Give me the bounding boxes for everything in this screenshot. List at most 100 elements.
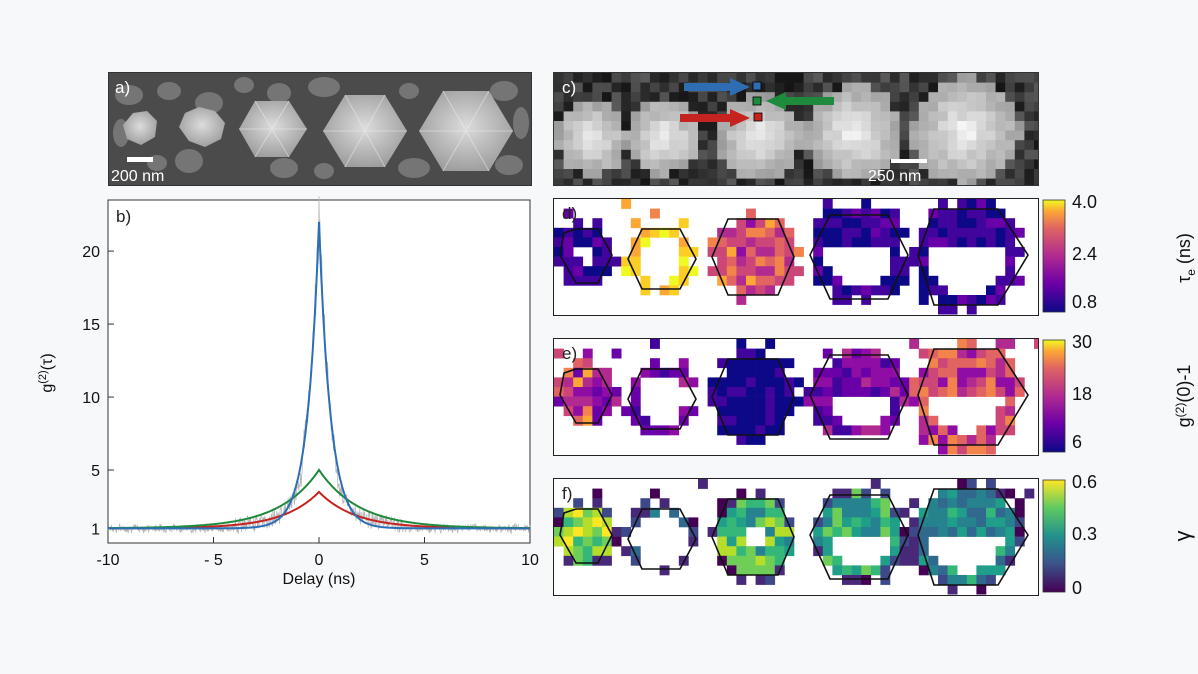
particle-outline xyxy=(711,358,795,436)
map-pixel xyxy=(755,575,766,585)
map-pixel xyxy=(726,527,737,537)
map-pixel xyxy=(842,387,852,397)
map-pixel xyxy=(928,507,939,518)
grey-pixel xyxy=(650,130,660,141)
grey-pixel xyxy=(717,149,728,160)
grey-pixel xyxy=(938,121,948,131)
grey-pixel xyxy=(928,159,939,170)
green-marker xyxy=(752,96,762,106)
map-pixel xyxy=(1014,275,1025,286)
grey-pixel xyxy=(995,130,1006,141)
grey-pixel xyxy=(851,169,862,179)
particle-outline xyxy=(711,218,795,296)
map-pixel xyxy=(928,498,939,509)
map-pixel xyxy=(755,367,766,378)
map-pixel xyxy=(717,358,728,369)
grey-pixel xyxy=(554,130,564,141)
grey-pixel xyxy=(966,169,977,179)
map-pixel xyxy=(957,237,968,248)
map-pixel xyxy=(938,348,948,359)
map-pixel xyxy=(976,565,987,576)
grey-pixel xyxy=(957,130,968,141)
map-pixel xyxy=(909,339,920,349)
grey-pixel xyxy=(1024,111,1035,122)
grey-pixel xyxy=(688,101,699,112)
grey-pixel xyxy=(832,111,843,122)
grey-pixel xyxy=(832,82,843,93)
map-pixel xyxy=(736,266,747,277)
grey-pixel xyxy=(880,149,891,160)
map-pixel xyxy=(774,406,785,417)
grey-pixel xyxy=(822,140,833,151)
map-pixel xyxy=(688,377,699,388)
map-pixel xyxy=(870,285,881,296)
map-pixel xyxy=(563,536,574,547)
grey-pixel xyxy=(794,169,804,179)
map-pixel xyxy=(947,498,958,509)
map-pixel xyxy=(678,218,689,229)
map-pixel xyxy=(582,527,593,537)
map-pixel xyxy=(976,367,987,378)
map-pixel xyxy=(822,348,833,359)
map-pixel xyxy=(947,377,958,388)
grey-pixel xyxy=(938,178,948,185)
grey-pixel xyxy=(582,73,593,83)
map-pixel xyxy=(995,555,1006,566)
grey-pixel xyxy=(995,159,1006,170)
grey-pixel xyxy=(1014,73,1025,83)
map-pixel xyxy=(880,218,891,229)
map-pixel xyxy=(592,546,603,557)
grey-pixel xyxy=(563,149,574,160)
map-pixel xyxy=(976,498,987,509)
map-pixel xyxy=(986,527,996,537)
map-pixel xyxy=(899,555,910,566)
map-pixel xyxy=(918,377,929,388)
grey-pixel xyxy=(803,149,814,160)
map-pixel xyxy=(976,517,987,528)
grey-pixel xyxy=(640,149,651,160)
grey-pixel xyxy=(688,92,699,103)
grey-pixel xyxy=(1034,130,1038,141)
grey-pixel xyxy=(698,169,708,179)
svg-text:0.6: 0.6 xyxy=(1072,474,1097,492)
map-pixel xyxy=(842,285,852,296)
grey-pixel xyxy=(688,130,699,141)
nanoparticle-1 xyxy=(123,111,157,145)
map-pixel xyxy=(602,247,612,257)
map-pixel xyxy=(851,517,862,528)
grey-pixel xyxy=(669,111,680,122)
map-pixel xyxy=(592,266,603,277)
map-pixel xyxy=(592,256,603,267)
map-pixel xyxy=(976,348,987,359)
grey-pixel xyxy=(746,111,756,122)
map-pixel xyxy=(726,275,737,286)
grey-pixel xyxy=(861,121,872,131)
grey-pixel xyxy=(813,73,824,83)
grey-pixel xyxy=(746,140,756,151)
map-pixel xyxy=(563,237,574,248)
grey-pixel xyxy=(1005,140,1016,151)
grey-pixel xyxy=(640,130,651,141)
map-pixel xyxy=(986,285,996,296)
map-pixel xyxy=(986,377,996,388)
map-pixel xyxy=(870,358,881,369)
grey-pixel xyxy=(746,82,756,93)
map-pixel xyxy=(909,527,920,537)
map-pixel xyxy=(995,425,1006,436)
grey-pixel xyxy=(861,140,872,151)
map-pixel xyxy=(582,555,593,566)
grey-pixel xyxy=(909,130,920,141)
grey-pixel xyxy=(1005,101,1016,112)
map-pixel xyxy=(746,285,756,296)
grey-pixel xyxy=(822,149,833,160)
grey-pixel xyxy=(736,178,747,185)
map-pixel xyxy=(746,237,756,248)
grey-pixel xyxy=(1005,169,1016,179)
grey-pixel xyxy=(640,169,651,179)
grey-pixel xyxy=(630,121,641,131)
map-pixel xyxy=(765,218,776,229)
map-pixel xyxy=(938,295,948,305)
map-pixel xyxy=(822,415,833,426)
map-pixel xyxy=(630,387,641,397)
map-pixel xyxy=(659,565,670,576)
